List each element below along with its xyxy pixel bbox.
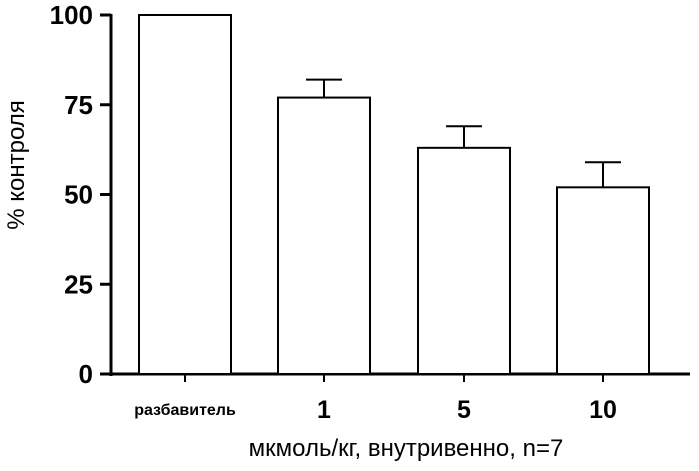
y-tick-label: 100 [50, 0, 93, 30]
y-axis: 0 25 50 75 100 [50, 0, 111, 389]
y-tick-label: 0 [79, 359, 93, 389]
x-tick-label: разбавитель [134, 402, 236, 419]
y-axis-title: % контроля [3, 100, 30, 230]
x-tick-label: 5 [457, 396, 471, 424]
y-tick-label: 50 [64, 180, 93, 210]
bar [557, 187, 649, 374]
bar [278, 98, 370, 374]
y-tick-label: 25 [64, 269, 93, 299]
bar [139, 15, 231, 374]
bar [418, 148, 510, 374]
x-axis-title: мкмоль/кг, внутривенно, n=7 [249, 435, 564, 462]
x-axis: разбавитель 1 5 10 [111, 374, 690, 424]
x-tick-label: 1 [317, 396, 331, 424]
x-tick-label: 10 [589, 396, 617, 424]
bars [139, 15, 649, 374]
y-tick-label: 75 [64, 90, 93, 120]
